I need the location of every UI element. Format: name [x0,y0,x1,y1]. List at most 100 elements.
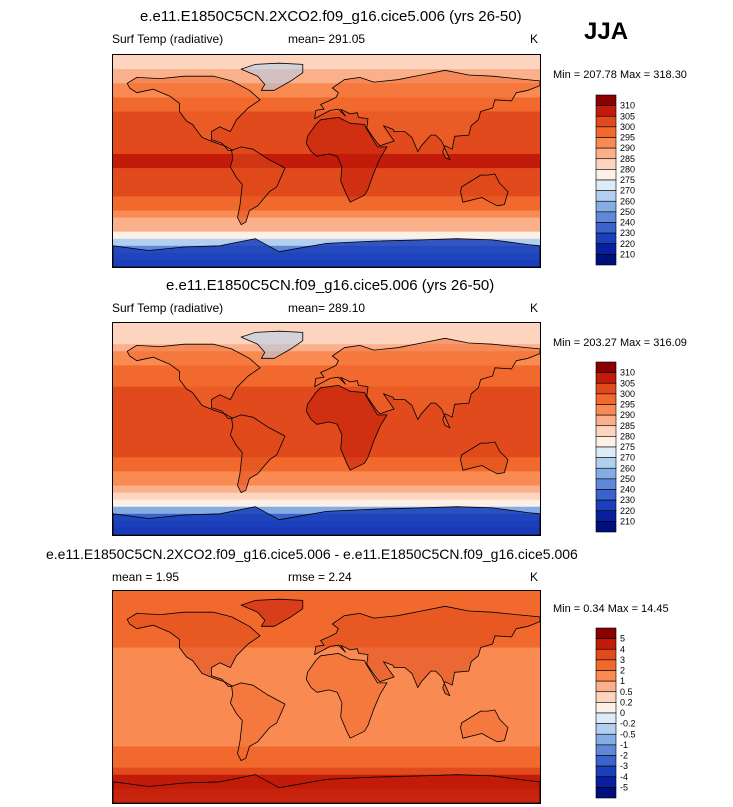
panel-1-unit: K [530,32,539,46]
temperature-band [113,711,540,719]
panel-3-mean: mean = 1.95 [112,570,180,584]
panel-2-title: e.e11.E1850C5CN.f09_g16.cice5.006 (yrs 2… [166,277,495,294]
temperature-band [113,647,540,656]
temperature-band [113,506,540,515]
colorbar-tick-label: 295 [620,400,635,410]
panel-1-map [112,54,541,268]
temperature-band [113,471,540,479]
temperature-band [113,605,540,613]
temperature-band [113,153,540,162]
colorbar-tick-label: 0.5 [620,687,633,697]
temperature-band [113,196,540,204]
colorbar-tick-label: 210 [620,249,635,259]
colorbar-swatch [595,94,617,106]
colorbar-tick-label: 230 [620,228,635,238]
colorbar-swatch [595,126,617,138]
coastline-north-america [126,611,261,687]
colorbar-tick-label: -3 [620,761,628,771]
coastline-africa [305,117,388,203]
colorbar-tick-label: 290 [620,143,635,153]
temperature-band [113,111,540,120]
temperature-band [113,619,540,627]
temperature-band [113,767,540,776]
colorbar-tick-label: 310 [620,368,635,378]
colorbar-swatch [595,510,617,522]
coastline-greenland [240,598,304,627]
temperature-band [113,436,540,444]
colorbar-swatch [595,190,617,202]
temperature-band [113,774,540,783]
temperature-band [113,351,540,359]
colorbar-swatch [595,115,617,128]
temperature-band [113,203,540,211]
temperature-band [113,175,540,183]
colorbar-tick-label: 250 [620,474,635,484]
colorbar-swatch [595,457,617,469]
temperature-band [113,365,540,373]
coastline-antarctica [113,238,540,267]
temperature-band [113,450,540,458]
colorbar-tick-label: 2 [620,666,625,676]
panel-3-map [112,590,541,804]
panel-1-minmax: Min = 207.78 Max = 318.30 [553,69,687,81]
temperature-band [113,421,540,430]
colorbar-swatch [595,627,617,639]
temperature-band [113,739,540,747]
coastline-north-america [126,343,261,419]
colorbar-tick-label: 275 [620,175,635,185]
temperature-band [113,746,540,755]
colorbar-tick-label: 0 [620,708,625,718]
panel-3-rmse: rmse = 2.24 [288,570,352,584]
temperature-band [113,689,540,698]
temperature-band [113,90,540,98]
temperature-band [113,62,540,70]
colorbar-tick-label: 210 [620,516,635,526]
panel-3-minmax: Min = 0.34 Max = 14.45 [553,603,669,615]
temperature-band [113,83,540,91]
panel-2-minmax: Min = 203.27 Max = 316.09 [553,337,687,349]
colorbar-swatch [595,787,617,799]
temperature-band [113,97,540,105]
colorbar-tick-label: -1 [620,740,628,750]
temperature-band [113,210,540,219]
colorbar-tick-label: 230 [620,495,635,505]
coastline-south-america [230,414,286,494]
colorbar-swatch [595,232,617,245]
temperature-band [113,612,540,620]
temperature-band [113,429,540,437]
colorbar-tick-label: 275 [620,442,635,452]
colorbar-tick-label: -5 [620,782,628,792]
colorbar-swatch [595,521,617,533]
temperature-band [113,443,540,451]
colorbar-swatch [595,179,617,191]
colorbar-tick-label: 0.2 [620,697,633,707]
temperature-band [113,231,540,240]
colorbar-tick-label: 285 [620,421,635,431]
temperature-band [113,591,540,599]
coastline-antarctica [113,506,540,535]
temperature-band [113,760,540,769]
colorbar-tick-label: 260 [620,196,635,206]
colorbar-swatch [595,659,617,671]
temperature-band [113,753,540,762]
colorbar-swatch [595,105,617,117]
panel-2-mean: mean= 289.10 [288,301,366,315]
colorbar-swatch [595,382,617,395]
coastline-antarctica [113,774,540,803]
colorbar-tick-label: 310 [620,101,635,111]
temperature-band [113,697,540,705]
colorbar-swatch [595,372,617,384]
coastline-africa [305,653,388,739]
colorbar-swatch [595,755,617,767]
colorbar-swatch [595,158,617,170]
panel-1-title: e.e11.E1850C5CN.2XCO2.f09_g16.cice5.006 … [140,8,522,25]
panel-2-colorbar: 310 305 300 295 290 285 280 275 270 260 250 240 230 2… [595,361,656,533]
temperature-band [113,337,540,345]
colorbar-tick-label: -0.2 [620,719,636,729]
coastline-australia [460,173,509,207]
temperature-band [113,55,540,63]
colorbar-swatch [595,446,617,458]
colorbar-swatch [595,393,617,405]
temperature-band [113,358,540,366]
colorbar-tick-label: 305 [620,111,635,121]
